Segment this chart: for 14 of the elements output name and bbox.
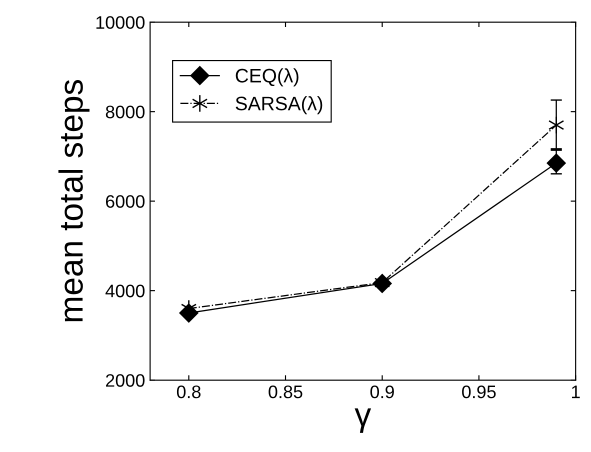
y-tick-label: 10000 [96, 16, 145, 29]
x-axis-title: γ [354, 408, 372, 433]
x-tick-label: 0.85 [268, 385, 302, 398]
y-tick-label: 4000 [106, 284, 145, 298]
legend-label: SARSA(λ) [236, 96, 322, 114]
y-tick-label: 2000 [106, 374, 145, 387]
y-axis-title: mean total steps [58, 80, 90, 322]
x-tick-label: 0.8 [176, 385, 201, 398]
x-tick-label: 0.95 [462, 385, 496, 398]
legend-label: CEQ(λ) [236, 68, 298, 86]
x-tick-label: 0.9 [370, 385, 394, 398]
y-tick-label: 8000 [106, 106, 145, 118]
x-tick-label: 1 [572, 386, 580, 398]
y-tick-label: 6000 [106, 195, 145, 208]
